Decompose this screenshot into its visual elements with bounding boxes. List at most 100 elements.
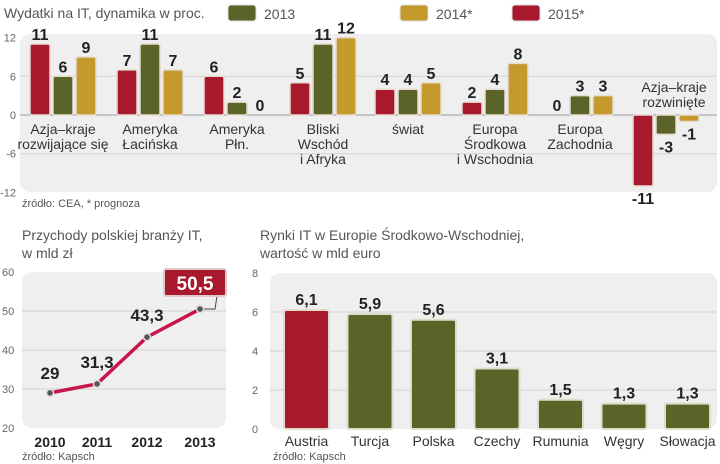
- chart1-category-label: Płn.: [225, 136, 249, 152]
- chart3-bar: [664, 402, 711, 430]
- chart2-ytick-label: 40: [2, 345, 14, 357]
- chart3-category-label: Czechy: [474, 433, 521, 449]
- legend-swatch-2013: [227, 4, 257, 22]
- chart2-xtick-label: 2012: [131, 434, 162, 450]
- chart1-bar: [75, 56, 97, 116]
- chart1-bar: [374, 88, 396, 116]
- chart3-ytick-label: 2: [252, 385, 258, 397]
- chart1-value-label: 9: [82, 40, 91, 57]
- chart1-bar: [139, 43, 161, 116]
- chart1-value-label: 2: [233, 85, 242, 102]
- chart1-bar: [461, 101, 483, 116]
- revenue-line-chart: Przychody polskiej branży IT, w mld zł 6…: [2, 227, 227, 463]
- chart3-value-label: 1,3: [613, 386, 635, 403]
- chart1-value-label: 6: [59, 59, 68, 76]
- chart2-xtick-label: 2010: [34, 434, 65, 450]
- chart1-background: [20, 34, 717, 192]
- chart2-point: [92, 379, 102, 389]
- chart1-ytick-label: 12: [4, 33, 16, 45]
- chart3-value-label: 6,1: [295, 292, 317, 309]
- chart1-category-label: rozwinięte: [642, 94, 705, 110]
- chart2-ytick-label: 20: [2, 423, 14, 435]
- chart3-bar: [473, 367, 521, 430]
- chart1-bar: [507, 62, 529, 116]
- chart1-bar: [312, 43, 334, 116]
- chart2-xtick-label: 2011: [82, 434, 113, 450]
- legend-label-2015: 2015*: [548, 6, 585, 22]
- chart1-value-label: 8: [514, 46, 523, 63]
- chart1-bar: [162, 69, 184, 116]
- chart1-category-label: świat: [392, 121, 424, 137]
- chart1-value-label: 4: [381, 72, 390, 89]
- chart2-ytick-label: 60: [2, 267, 14, 279]
- chart3-category-label: Słowacja: [659, 433, 715, 449]
- chart1-category-label: Europa: [472, 121, 517, 137]
- chart3-category-label: Węgry: [604, 433, 644, 449]
- chart1-bar: [29, 43, 51, 116]
- chart1-category-label: Wschód: [298, 136, 349, 152]
- chart2-line: 29 31,3 43,3 50,5: [41, 268, 227, 398]
- chart1-value-label: 5: [427, 66, 436, 83]
- chart3-bar: [346, 312, 394, 431]
- chart1-category-label: Łacińska: [122, 136, 177, 152]
- chart3-bars: 6,1 5,9 5,6 3,1 1,5 1,3 1,3: [283, 292, 711, 431]
- chart2-value-label: 29: [41, 364, 60, 383]
- chart1-bar: [335, 36, 357, 116]
- chart1-bar: [116, 69, 138, 116]
- chart1-value-label: -11: [632, 191, 654, 208]
- chart1-category-label: Zachodnia: [547, 136, 613, 152]
- chart3-value-label: 5,6: [422, 302, 444, 319]
- chart2-ytick-label: 30: [2, 384, 14, 396]
- chart1-bar: [592, 94, 614, 116]
- cee-markets-bar-chart: Rynki IT w Europie Środkowo-Wschodniej, …: [252, 226, 717, 463]
- chart3-value-label: 3,1: [486, 351, 508, 368]
- chart1-value-label: 0: [256, 98, 265, 115]
- chart3-category-label: Turcja: [351, 433, 390, 449]
- chart3-bar: [410, 318, 457, 430]
- chart1-bar: [632, 114, 654, 187]
- chart3-title-line1: Rynki IT w Europie Środkowo-Wschodniej,: [260, 226, 524, 243]
- chart1-ytick-label: -6: [6, 149, 16, 161]
- chart2-point: [142, 332, 152, 342]
- chart1-ytick-label: 6: [10, 71, 16, 83]
- chart3-bar: [600, 402, 648, 430]
- chart1-bar: [52, 75, 74, 116]
- chart3-ytick-label: 6: [252, 307, 258, 319]
- chart1-value-label: 4: [404, 72, 413, 89]
- legend-label-2014: 2014*: [436, 6, 473, 22]
- chart1-bar: [655, 114, 677, 136]
- chart2-title-line2: w mld zł: [21, 245, 73, 261]
- chart1-value-label: 7: [169, 53, 178, 70]
- chart3-category-label: Rumunia: [532, 433, 588, 449]
- chart1-category-label: Azja–kraje: [30, 121, 96, 137]
- legend-swatch-2015: [511, 4, 541, 22]
- chart2-xtick-label: 2013: [184, 434, 215, 450]
- chart1-bar: [289, 82, 311, 116]
- legend-swatch-2014: [399, 4, 429, 22]
- legend-label-2013: 2013: [264, 6, 295, 22]
- chart1-bar: [203, 75, 225, 116]
- chart1-category-label: Środkowa: [464, 135, 526, 152]
- chart1-ytick-label: -12: [0, 187, 16, 199]
- chart2-point: [195, 304, 205, 314]
- chart1-value-label: 12: [337, 21, 355, 38]
- chart2-ytick-label: 50: [2, 306, 14, 318]
- chart3-ytick-label: 0: [252, 424, 258, 436]
- chart1-value-label: 7: [123, 53, 132, 70]
- chart1-value-label: 2: [468, 85, 477, 102]
- chart1-value-label: -3: [659, 139, 673, 156]
- chart1-value-label: 3: [576, 79, 585, 96]
- chart3-categories: Austria Turcja Polska Czechy Rumunia Węgry Sło…: [285, 433, 716, 449]
- chart1-category-label: i Afryka: [300, 151, 346, 167]
- chart1-value-label: 4: [491, 72, 500, 89]
- chart1-value-label: 3: [599, 79, 608, 96]
- chart1-category-label: Bliski: [307, 121, 340, 137]
- chart3-title-line2: wartość w mld euro: [259, 245, 381, 261]
- chart1-bar: [569, 94, 591, 116]
- chart2-source: źródło: Kapsch: [22, 451, 95, 463]
- chart2-highlight-box: [163, 268, 227, 297]
- chart2-title-line1: Przychody polskiej branży IT,: [22, 227, 203, 243]
